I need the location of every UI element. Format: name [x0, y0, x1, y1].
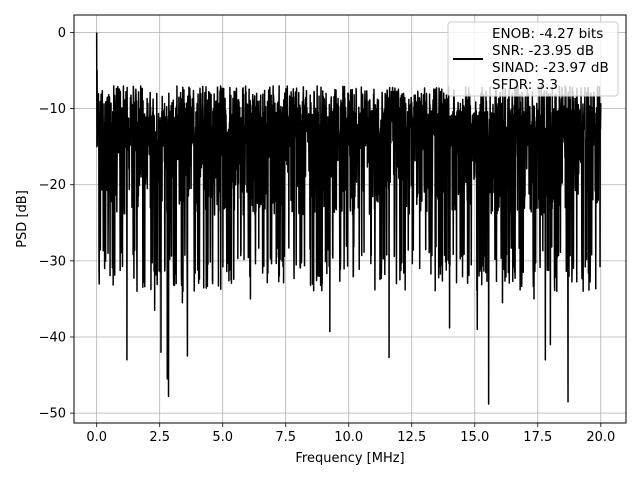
psd-series-line	[95, 32, 602, 405]
x-tick-label: 0.0	[86, 430, 107, 445]
y-tick-label: −20	[39, 178, 66, 193]
series-layer	[95, 32, 602, 405]
x-tick-label: 15.0	[460, 430, 489, 445]
legend-box	[447, 21, 619, 97]
x-tick-label: 20.0	[586, 430, 615, 445]
y-axis-ticks: 0 −10 −20 −30 −40 −50	[39, 26, 74, 422]
legend: ENOB: -4.27 bits SNR: -23.95 dB SINAD: -…	[447, 21, 619, 97]
legend-sfdr: SFDR: 3.3	[492, 77, 558, 93]
x-tick-label: 12.5	[397, 430, 426, 445]
y-axis-label: PSD [dB]	[15, 190, 30, 248]
y-tick-label: −50	[39, 407, 66, 422]
x-tick-label: 7.5	[275, 430, 296, 445]
x-tick-label: 5.0	[212, 430, 233, 445]
x-axis-label: Frequency [MHz]	[295, 451, 404, 466]
x-tick-label: 2.5	[149, 430, 170, 445]
x-axis-ticks: 0.0 2.5 5.0 7.5 10.0 12.5 15.0 17.5 20.0	[86, 423, 615, 445]
y-tick-label: −40	[39, 330, 66, 345]
x-tick-label: 10.0	[334, 430, 363, 445]
y-tick-label: 0	[58, 26, 66, 41]
legend-snr: SNR: -23.95 dB	[492, 43, 594, 59]
y-tick-label: −30	[39, 254, 66, 269]
y-tick-label: −10	[39, 102, 66, 117]
legend-sinad: SINAD: -23.97 dB	[492, 60, 609, 76]
legend-enob: ENOB: -4.27 bits	[492, 26, 603, 42]
plot-frame	[73, 14, 627, 424]
x-tick-label: 17.5	[523, 430, 552, 445]
